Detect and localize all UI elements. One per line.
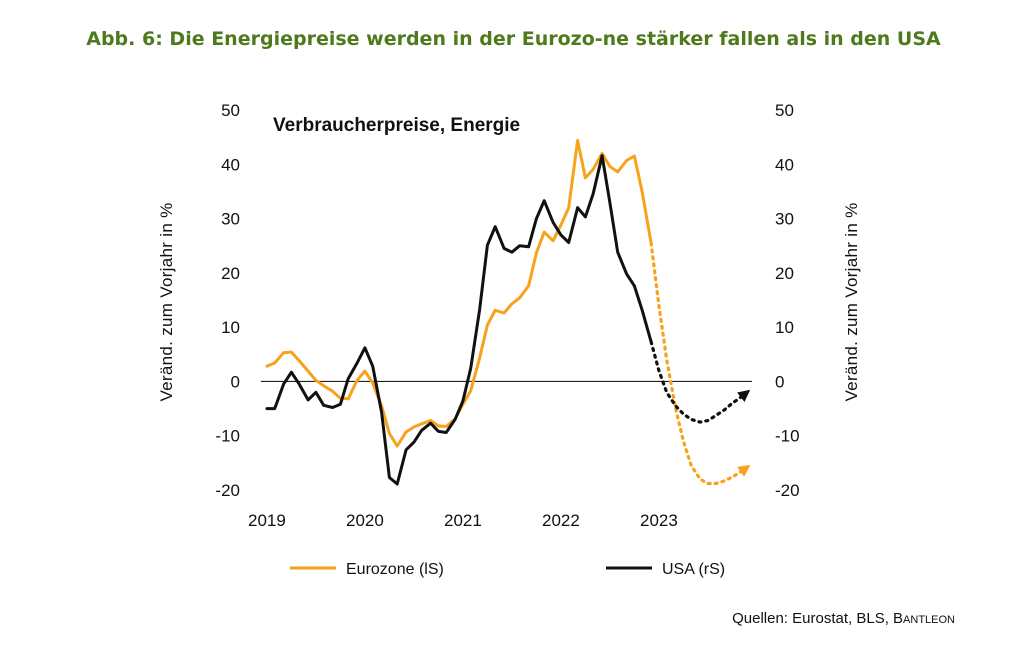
right-y-tick-label: -20 [775, 481, 800, 500]
legend: Eurozone (lS) USA (rS) [290, 561, 725, 578]
inner-chart-title: Verbraucherpreise, Energie [273, 115, 520, 136]
projection-line-eurozone [649, 241, 749, 486]
right-y-tick-label: 0 [775, 372, 784, 391]
left-y-tick-label: 40 [221, 155, 240, 174]
left-y-tick-label: 10 [221, 318, 240, 337]
chart-headline: Abb. 6: Die Energiepreise werden in der … [86, 28, 941, 50]
projection-arrow-eurozone [737, 464, 751, 477]
x-tick-label: 2021 [444, 511, 482, 530]
source-note: Quellen: Eurostat, BLS, Bantleon [732, 610, 955, 627]
x-tick-label: 2022 [542, 511, 580, 530]
right-y-tick-label: 40 [775, 155, 794, 174]
x-tick-label: 2019 [248, 511, 286, 530]
left-y-axis: -20 -10 0 10 20 30 40 50 [215, 101, 240, 500]
right-y-tick-label: -10 [775, 427, 800, 446]
projection-line-usa [649, 340, 749, 424]
right-axis-label: Veränd. zum Vorjahr in % [842, 202, 861, 401]
left-y-tick-label: -20 [215, 481, 240, 500]
x-axis: 2019 2020 2021 2022 2023 [248, 511, 678, 530]
right-y-axis: -20 -10 0 10 20 30 40 50 [775, 101, 800, 500]
left-y-tick-label: 20 [221, 264, 240, 283]
left-y-tick-label: -10 [215, 427, 240, 446]
legend-label-eurozone: Eurozone (lS) [346, 561, 444, 578]
right-y-tick-label: 20 [775, 264, 794, 283]
left-axis-label: Veränd. zum Vorjahr in % [157, 202, 176, 401]
left-y-tick-label: 50 [221, 101, 240, 120]
right-y-tick-label: 10 [775, 318, 794, 337]
x-tick-label: 2023 [640, 511, 678, 530]
left-y-tick-label: 0 [231, 372, 240, 391]
series-layer [265, 138, 751, 486]
left-y-tick-label: 30 [221, 210, 240, 229]
projection-arrow-usa [737, 389, 751, 402]
series-line-usa [265, 154, 653, 486]
x-tick-label: 2020 [346, 511, 384, 530]
right-y-tick-label: 50 [775, 101, 794, 120]
legend-label-usa: USA (rS) [662, 561, 725, 578]
right-y-tick-label: 30 [775, 210, 794, 229]
